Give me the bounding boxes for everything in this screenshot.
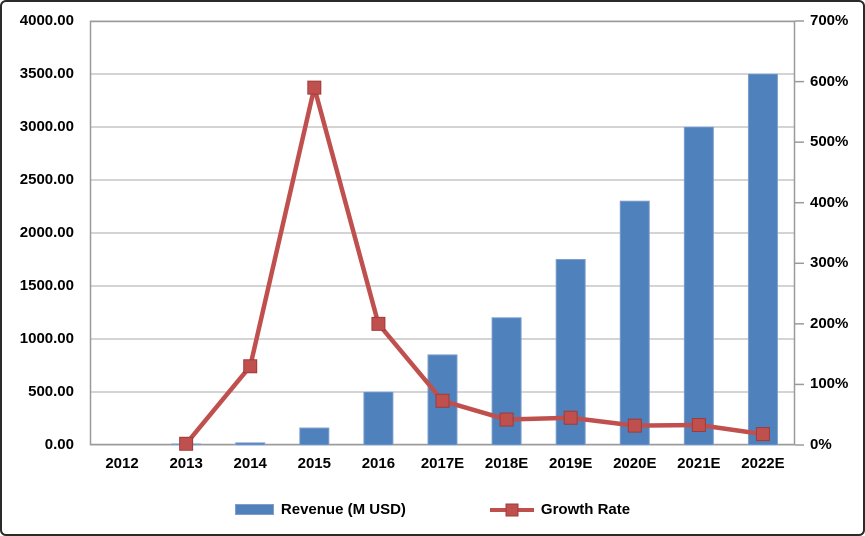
growth-marker bbox=[307, 80, 322, 95]
y-axis-label-right: 200% bbox=[810, 314, 849, 332]
y-axis-label-right: 400% bbox=[810, 193, 849, 211]
y-axis-label-left: 1500.00 bbox=[19, 277, 74, 294]
x-axis-label: 2016 bbox=[361, 455, 396, 472]
y-axis-label-right: 500% bbox=[810, 133, 849, 151]
growth-marker bbox=[627, 418, 642, 433]
x-axis-label: 2015 bbox=[297, 455, 331, 472]
growth-marker bbox=[563, 410, 578, 425]
growth-marker-icon bbox=[505, 503, 519, 516]
growth-marker bbox=[243, 359, 258, 374]
revenue-bar bbox=[619, 200, 650, 446]
x-axis-label: 2012 bbox=[105, 455, 139, 472]
y-axis-label-right: 600% bbox=[810, 72, 849, 90]
x-axis-label: 2020E bbox=[613, 455, 657, 472]
x-axis-label: 2021E bbox=[677, 455, 721, 472]
y-axis-label-right: 700% bbox=[810, 12, 849, 29]
revenue-bar bbox=[235, 442, 266, 446]
growth-line bbox=[183, 85, 766, 447]
revenue-bar bbox=[299, 427, 330, 446]
right-axis-labels: 700% 600% 500% 400% 300% 200% 100% 0% bbox=[805, 12, 863, 453]
left-axis-labels: 4000.00 3500.00 3000.00 2500.00 2000.00 1500.… bbox=[2, 12, 82, 453]
growth-marker bbox=[755, 427, 770, 442]
y-axis-label-left: 4000.00 bbox=[19, 12, 74, 29]
y-axis-label-right: 0% bbox=[810, 436, 832, 453]
y-axis-label-left: 500.00 bbox=[28, 383, 74, 400]
x-axis-label: 2019E bbox=[548, 455, 593, 472]
growth-marker bbox=[179, 436, 194, 451]
revenue-swatch-icon bbox=[234, 504, 274, 515]
revenue-bar bbox=[363, 391, 394, 446]
legend-item-growth: Growth Rate bbox=[489, 501, 631, 518]
x-axis-label: 2017E bbox=[420, 455, 465, 472]
growth-swatch-icon bbox=[489, 503, 534, 516]
plot-svg bbox=[89, 20, 804, 451]
growth-marker bbox=[691, 418, 706, 433]
plot-area bbox=[89, 20, 804, 451]
revenue-bar bbox=[747, 73, 778, 446]
legend-label-growth: Growth Rate bbox=[540, 501, 631, 518]
x-axis-label: 2014 bbox=[233, 455, 267, 472]
y-axis-label-left: 2000.00 bbox=[19, 224, 74, 241]
growth-marker bbox=[371, 316, 386, 331]
x-axis-label: 2018E bbox=[484, 455, 529, 472]
y-axis-label-left: 3000.00 bbox=[19, 118, 74, 135]
y-axis-label-left: 3500.00 bbox=[19, 65, 74, 82]
y-axis-label-left: 1000.00 bbox=[19, 330, 74, 347]
legend-label-revenue: Revenue (M USD) bbox=[280, 501, 406, 518]
x-axis-label: 2013 bbox=[169, 455, 203, 472]
growth-marker bbox=[499, 412, 514, 427]
growth-marker bbox=[435, 393, 450, 408]
revenue-bar bbox=[683, 126, 714, 446]
x-axis-label: 2022E bbox=[741, 455, 785, 472]
x-axis-labels: 2012 2013 2014 2015 2016 2017E 2018E 2019E 2020E… bbox=[90, 453, 795, 475]
y-axis-label-right: 300% bbox=[810, 254, 849, 272]
y-axis-label-right: 100% bbox=[810, 375, 849, 393]
y-axis-label-left: 2500.00 bbox=[19, 171, 74, 188]
y-axis-label-left: 0.00 bbox=[44, 436, 74, 453]
legend: Revenue (M USD) Growth Rate bbox=[2, 501, 863, 518]
legend-item-revenue: Revenue (M USD) bbox=[234, 501, 406, 518]
